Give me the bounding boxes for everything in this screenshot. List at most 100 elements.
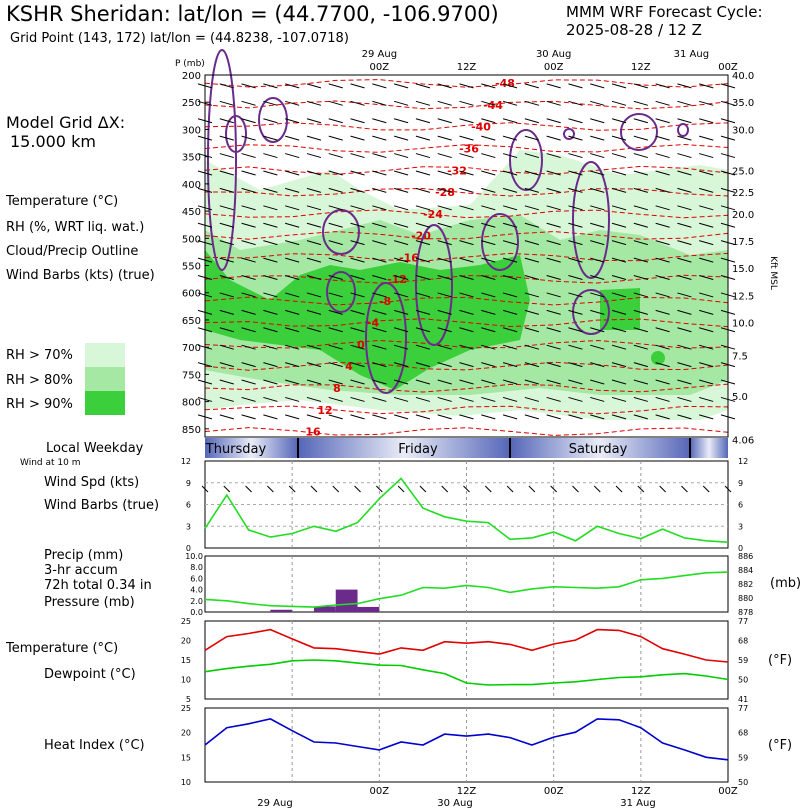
heat-f-unit: (°F): [768, 738, 793, 753]
wind-barb: [350, 396, 365, 402]
wind-barb: [437, 118, 452, 124]
wind-barb: [241, 187, 256, 193]
wind-barb: [633, 344, 648, 350]
wind-barb: [590, 170, 605, 176]
pressure-tick-label: 350: [182, 153, 201, 164]
wind-barb: [306, 222, 322, 228]
rh80-swatch: [85, 367, 125, 391]
wind-barb: [568, 309, 583, 315]
wind-tick-right: 0: [738, 544, 743, 553]
wind-barb: [568, 396, 583, 402]
wind-barb: [415, 118, 431, 124]
wind-barb: [241, 222, 256, 228]
temperature-contour: [204, 252, 729, 262]
wind-barb: [590, 257, 605, 263]
wind-barb: [590, 153, 605, 159]
wind-barb: [350, 83, 365, 89]
wind-barb: [655, 379, 670, 385]
surface-wind-barb: [484, 485, 492, 493]
wind-tick-left: 0: [186, 544, 191, 553]
wind-barb: [372, 379, 387, 385]
wind-barb: [546, 83, 561, 89]
wind-barb: [437, 396, 452, 402]
wind-barb: [502, 257, 518, 263]
wind-barb: [328, 83, 343, 89]
wind-barb: [655, 309, 670, 315]
bottom-hour-label: 00Z: [718, 786, 738, 797]
wind-barb: [285, 153, 300, 159]
wind-barb: [285, 240, 300, 246]
wind-barb: [285, 344, 300, 350]
wind-barb: [437, 309, 452, 315]
temperature-contour-label: -32: [447, 164, 467, 177]
wind-barb: [502, 170, 518, 176]
top-date-label: 29 Aug: [362, 49, 397, 60]
wind-barb: [350, 135, 365, 141]
wind-barb: [328, 327, 343, 333]
pressure-tick-label: 250: [182, 98, 201, 109]
bottom-date-label: 30 Aug: [437, 798, 472, 809]
weekday-segment: [205, 438, 298, 458]
wind-barb: [372, 118, 387, 124]
surface-wind-barb: [354, 485, 361, 493]
wind-barb: [524, 240, 540, 246]
wind-barb: [568, 187, 583, 193]
wind-barb: [437, 379, 452, 385]
wind-barb: [611, 153, 627, 159]
wind-barb: [481, 414, 496, 420]
wind-barb: [459, 379, 474, 385]
wind-barb: [699, 170, 714, 176]
wind-barb: [546, 379, 561, 385]
wind-barb: [437, 205, 452, 211]
wind-barb: [633, 396, 648, 402]
wind-barb: [306, 292, 322, 298]
wind-barb: [263, 222, 278, 228]
wind-barb: [219, 379, 234, 385]
heat-tick-left: 10: [181, 778, 191, 787]
wind-barb: [524, 205, 540, 211]
wind-barb: [328, 187, 343, 193]
wind-barb: [263, 83, 278, 89]
wind-barb: [393, 240, 409, 246]
wind-barb: [219, 222, 234, 228]
wind-barb: [655, 83, 670, 89]
wind-barb: [502, 118, 518, 124]
legend-dewpoint: Dewpoint (°C): [44, 667, 136, 682]
wind-tick-left: 3: [186, 522, 191, 531]
wind-barb: [655, 396, 670, 402]
wind-barb: [611, 327, 627, 333]
wind-barb: [590, 118, 605, 124]
wind-barb: [524, 344, 540, 350]
wind-barb: [677, 205, 692, 211]
surface-wind-barb: [615, 485, 623, 493]
wind-barb: [285, 327, 300, 333]
kft-axis-label: Kft MSL: [768, 256, 778, 290]
legend-temperature-2: Temperature (°C): [6, 641, 119, 656]
wind-barb: [481, 240, 496, 246]
wind-barb: [633, 222, 648, 228]
surface-wind-barb: [528, 485, 536, 493]
wind-barb: [524, 222, 540, 228]
wind-barb: [677, 240, 692, 246]
wind-barb: [611, 344, 627, 350]
wind-barb: [393, 257, 409, 263]
wind-barb: [546, 257, 561, 263]
wind-barb: [263, 257, 278, 263]
wind-barb: [241, 362, 256, 368]
wind-barb: [306, 309, 322, 315]
wind-barb: [241, 275, 256, 280]
precip-bar: [335, 589, 358, 612]
wind-barb: [219, 153, 234, 159]
xsec-frame: [204, 74, 729, 438]
surface-wind-barb: [681, 485, 688, 493]
wind-barb: [677, 222, 692, 228]
model-grid-value: 15.000 km: [10, 132, 96, 151]
wind-barb: [393, 118, 409, 124]
wind-barb: [350, 379, 365, 385]
wind-barb: [372, 205, 387, 211]
wind-speed-line: [204, 477, 729, 543]
wind-barb: [502, 187, 518, 193]
kft-tick-label: 7.5: [732, 351, 748, 362]
page-title: KSHR Sheridan: lat/lon = (44.7700, -106.…: [6, 2, 499, 26]
legend-rh70: RH > 70%: [6, 348, 73, 363]
